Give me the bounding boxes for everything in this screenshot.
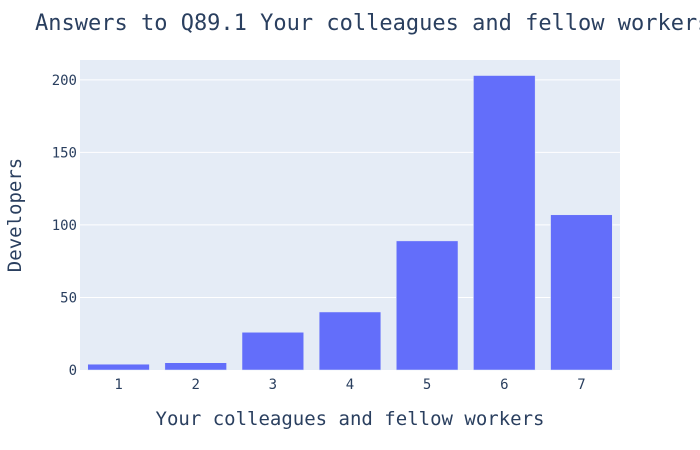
x-tick-label-1: 1 xyxy=(114,377,122,393)
bar-7 xyxy=(550,214,613,371)
bars xyxy=(87,75,613,371)
y-tick-label-50: 50 xyxy=(60,290,77,306)
x-tick-label-4: 4 xyxy=(346,377,354,393)
x-axis-title: Your colleagues and fellow workers xyxy=(156,408,545,430)
y-tick-label-100: 100 xyxy=(52,218,77,234)
y-tick-label-150: 150 xyxy=(52,145,77,161)
x-tick-label-5: 5 xyxy=(423,377,431,393)
y-axis-title: Developers xyxy=(4,158,26,272)
y-tick-label-0: 0 xyxy=(69,363,77,379)
y-axis-ticks: 0 50 100 150 200 xyxy=(52,73,77,379)
y-tick-label-200: 200 xyxy=(52,73,77,89)
x-tick-label-2: 2 xyxy=(191,377,199,393)
bar-3 xyxy=(241,332,304,371)
bar-5 xyxy=(396,240,459,371)
bar-2 xyxy=(164,362,227,371)
chart-title: Answers to Q89.1 Your colleagues and fel… xyxy=(35,11,700,36)
bar-1 xyxy=(87,363,150,371)
bar-4 xyxy=(318,311,382,371)
x-tick-label-7: 7 xyxy=(577,377,585,393)
bar-6 xyxy=(473,75,536,371)
x-tick-label-6: 6 xyxy=(500,377,508,393)
x-tick-label-3: 3 xyxy=(269,377,277,393)
x-axis-ticks: 1 2 3 4 5 6 7 xyxy=(114,377,585,393)
